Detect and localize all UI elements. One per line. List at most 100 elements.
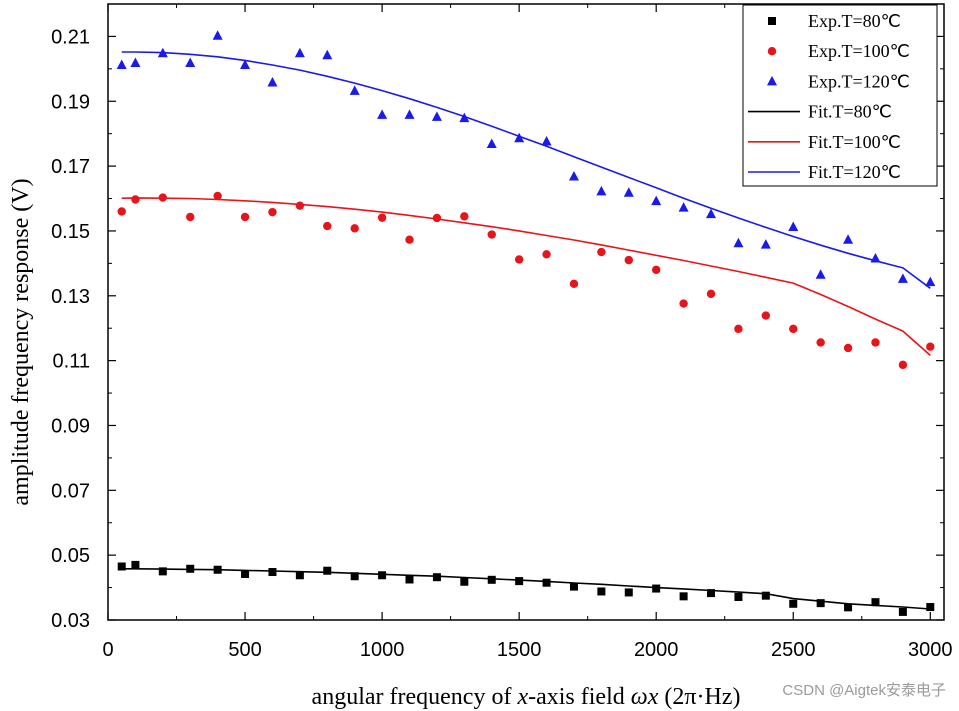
data-point <box>624 588 633 597</box>
watermark-text: CSDN @Aigtek安泰电子 <box>782 682 946 699</box>
x-tick-labels: 0 500 1000 1500 2000 2500 3000 <box>102 639 952 661</box>
x-tick-label: 0 <box>102 639 113 661</box>
data-point <box>514 132 525 143</box>
data-point <box>515 577 524 586</box>
data-point <box>185 57 196 68</box>
data-point <box>679 299 688 308</box>
y-tick-label: 0.05 <box>51 545 90 567</box>
data-point <box>130 57 141 68</box>
x-tick-label: 2000 <box>634 639 679 661</box>
data-point <box>186 564 195 573</box>
data-point <box>486 138 497 149</box>
x-axis-title-mid: -axis field <box>528 684 631 710</box>
data-point <box>870 253 881 263</box>
x-tick-label: 3000 <box>908 639 953 661</box>
y-tick-label: 0.13 <box>51 286 90 308</box>
data-point <box>897 273 908 283</box>
y-tick-label: 0.03 <box>51 610 90 632</box>
data-point <box>596 185 607 196</box>
x-tick-label: 1000 <box>360 639 405 661</box>
data-point <box>487 575 496 584</box>
data-point <box>212 30 223 40</box>
fit-line <box>121 197 931 356</box>
data-point <box>116 59 127 69</box>
legend-label: Fit.T=80℃ <box>808 102 892 122</box>
data-point <box>405 235 414 244</box>
data-point <box>568 170 579 181</box>
legend-label: Exp.T=100℃ <box>808 41 910 61</box>
data-point <box>323 221 332 231</box>
data-point <box>213 191 222 201</box>
legend-marker <box>767 75 777 86</box>
data-point <box>213 565 222 574</box>
data-point <box>789 324 798 334</box>
data-point <box>706 208 717 219</box>
data-point <box>898 360 908 370</box>
data-point <box>844 603 853 612</box>
data-point <box>514 255 524 264</box>
data-point <box>404 109 415 119</box>
data-point <box>816 599 825 608</box>
data-point <box>158 567 167 576</box>
legend-label: Exp.T=120℃ <box>808 71 910 91</box>
data-point <box>295 571 304 580</box>
y-tick-label: 0.17 <box>51 156 90 178</box>
data-point <box>734 592 743 601</box>
data-point <box>843 343 853 353</box>
data-point <box>761 591 770 600</box>
data-point <box>267 76 278 87</box>
data-point <box>760 239 771 249</box>
legend-label: Fit.T=100℃ <box>808 132 901 152</box>
data-point <box>815 269 826 279</box>
data-point <box>707 589 716 598</box>
x-tick-label: 2500 <box>771 639 816 661</box>
x-axis-title-unit: (2π·Hz) <box>658 684 740 710</box>
data-point <box>925 276 936 287</box>
data-point <box>651 265 661 275</box>
data-point <box>871 598 880 607</box>
x-tick-label: 500 <box>228 639 261 661</box>
data-point <box>131 560 140 569</box>
x-axis-title-omega: ωx <box>631 684 659 710</box>
data-point <box>432 573 441 582</box>
data-point <box>460 577 469 586</box>
data-point <box>241 569 250 578</box>
data-point <box>460 212 469 221</box>
data-point <box>926 342 935 351</box>
data-point <box>240 59 251 69</box>
data-point <box>322 49 333 60</box>
data-point <box>789 599 798 608</box>
x-axis-title: angular frequency of x-axis field ωx (2π… <box>312 684 741 710</box>
data-point <box>761 311 771 320</box>
data-point <box>816 338 825 347</box>
legend: Exp.T=80℃ Exp.T=100℃ Exp.T=120℃ Fit.T=80℃ Fi… <box>742 4 938 187</box>
y-axis-title: amplitude frequency response (V) <box>8 178 34 505</box>
x-axis-title-pre: angular frequency of <box>312 684 518 710</box>
data-point <box>131 195 140 204</box>
legend-marker <box>768 17 776 25</box>
data-point <box>432 213 442 223</box>
data-point <box>542 578 551 587</box>
data-markers <box>116 30 936 616</box>
data-point <box>926 603 935 612</box>
data-point <box>268 207 277 217</box>
plot-frame <box>107 3 945 621</box>
data-point <box>678 202 689 212</box>
data-point <box>350 572 359 581</box>
data-point <box>158 193 168 202</box>
x-tick-label: 1500 <box>497 639 542 661</box>
data-point <box>186 212 195 222</box>
y-tick-label: 0.19 <box>51 91 90 113</box>
legend-marker <box>767 47 777 56</box>
data-point <box>295 201 305 210</box>
y-tick-labels: 0.03 0.05 0.07 0.09 0.11 0.13 0.15 0.17 0.19 0.21 <box>51 26 90 632</box>
data-point <box>240 212 250 222</box>
data-point <box>843 234 854 244</box>
data-point <box>788 221 799 232</box>
data-point <box>378 571 387 580</box>
y-tick-label: 0.15 <box>51 221 90 243</box>
data-point <box>487 230 496 239</box>
data-point <box>542 250 551 259</box>
y-tick-label: 0.07 <box>51 480 90 502</box>
